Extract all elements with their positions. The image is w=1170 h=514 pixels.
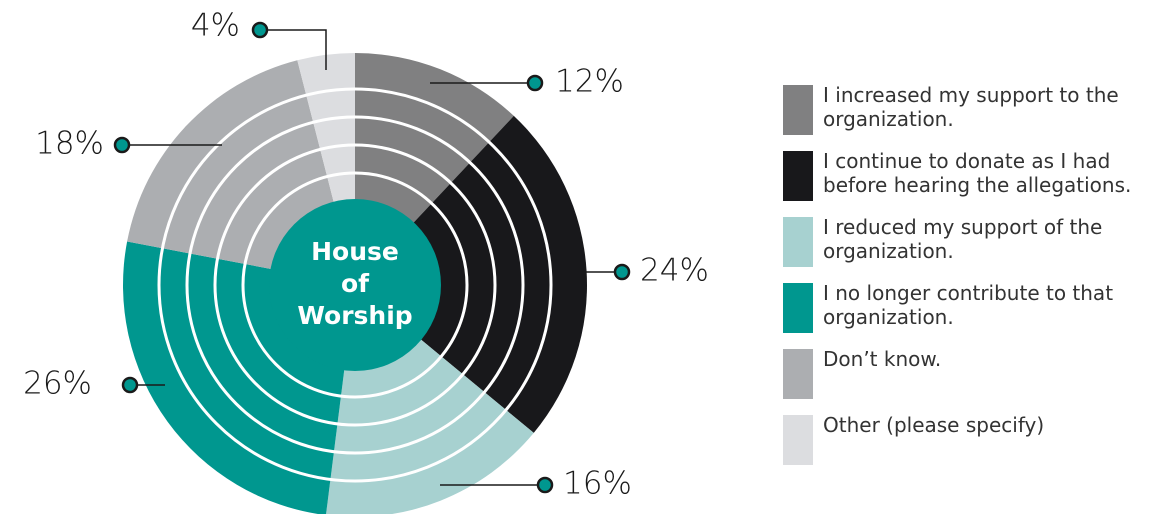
center-label-line: of <box>341 269 370 298</box>
legend-item: Don’t know. <box>783 347 1170 399</box>
legend-item: I continue to donate as I had before hea… <box>783 149 1170 201</box>
leader-dot <box>113 136 131 154</box>
legend-label: I continue to donate as I had before hea… <box>823 149 1132 197</box>
legend-item: I no longer contribute to that organizat… <box>783 281 1170 333</box>
data-label: 16% <box>563 466 632 502</box>
data-label: 4% <box>191 8 240 44</box>
data-label: 18% <box>35 126 104 162</box>
legend-swatch <box>783 151 813 201</box>
ring <box>213 143 497 427</box>
center-label: House of Worship <box>297 237 412 330</box>
legend-label: Don’t know. <box>823 347 942 371</box>
legend-swatch <box>783 415 813 465</box>
legend-swatch <box>783 217 813 267</box>
data-label: 26% <box>23 366 92 402</box>
legend-label: I reduced my support of the organization… <box>823 215 1103 263</box>
ring <box>157 87 553 483</box>
legend-item: Other (please specify) <box>783 413 1170 465</box>
leader-dot <box>251 21 269 39</box>
leader-dot <box>613 263 631 281</box>
legend-swatch <box>783 349 813 399</box>
leader-dot <box>526 74 544 92</box>
legend-item: I increased my support to the organizati… <box>783 83 1170 135</box>
data-label: 24% <box>640 253 709 289</box>
legend: I increased my support to the organizati… <box>783 83 1170 481</box>
legend-item: I reduced my support of the organization… <box>783 215 1170 267</box>
legend-label: I increased my support to the organizati… <box>823 83 1119 131</box>
data-label: 12% <box>555 64 624 100</box>
legend-swatch <box>783 85 813 135</box>
leader-dot <box>536 476 554 494</box>
leader-dot <box>121 376 139 394</box>
center-label-line: Worship <box>297 301 412 330</box>
legend-label: Other (please specify) <box>823 413 1045 437</box>
ring <box>185 115 525 455</box>
leader-line <box>260 29 327 70</box>
chart: House of Worship 12% 24% 16% 26% 18% 4% <box>23 8 709 514</box>
legend-label: I no longer contribute to that organizat… <box>823 281 1114 329</box>
legend-swatch <box>783 283 813 333</box>
ring <box>241 171 469 399</box>
center-disc <box>269 199 441 371</box>
center-label-line: House <box>311 237 399 266</box>
